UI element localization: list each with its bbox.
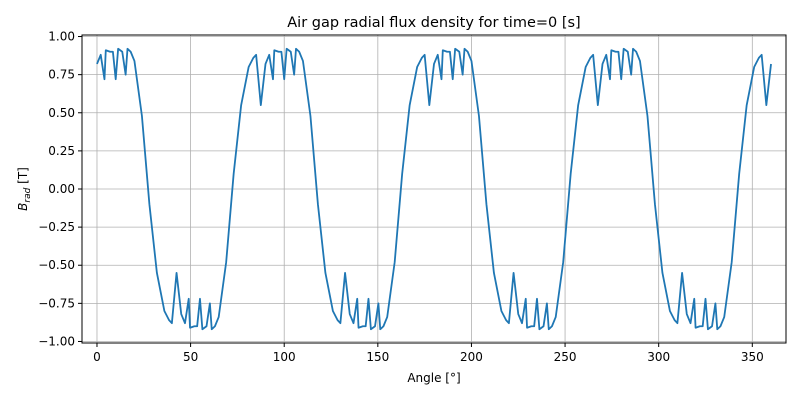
y-tick-label: 0.25 xyxy=(48,144,75,158)
series-line xyxy=(96,47,772,331)
x-tick-label: 100 xyxy=(273,350,296,364)
y-axis: −1.00 −0.75 −0.50 −0.25 0.00 0.25 0.50 0.75 1.00 xyxy=(38,30,82,348)
x-tick-label: 50 xyxy=(183,350,198,364)
y-tick-label: −0.75 xyxy=(38,296,75,310)
y-tick-label: 0.75 xyxy=(48,68,75,82)
x-tick-label: 350 xyxy=(741,350,764,364)
y-tick-label: 0.50 xyxy=(48,106,75,120)
x-tick-label: 300 xyxy=(647,350,670,364)
series-layer xyxy=(96,47,772,331)
x-tick-label: 150 xyxy=(366,350,389,364)
y-tick-label: −0.25 xyxy=(38,220,75,234)
y-tick-label: −1.00 xyxy=(38,334,75,348)
y-axis-label-unit: [T] xyxy=(16,167,30,188)
x-tick-label: 250 xyxy=(554,350,577,364)
x-axis: 0 50 100 150 200 250 300 350 xyxy=(93,343,764,364)
y-axis-label-main: B xyxy=(16,203,30,211)
y-axis-label: Brad [T] xyxy=(16,167,33,211)
y-tick-label: 0.00 xyxy=(48,182,75,196)
x-axis-label: Angle [°] xyxy=(407,371,460,385)
chart-title: Air gap radial flux density for time=0 [… xyxy=(287,15,580,31)
y-tick-label: 1.00 xyxy=(48,30,75,44)
y-axis-label-subscript: rad xyxy=(23,187,33,202)
x-tick-label: 0 xyxy=(93,350,101,364)
x-tick-label: 200 xyxy=(460,350,483,364)
y-tick-label: −0.50 xyxy=(38,258,75,272)
